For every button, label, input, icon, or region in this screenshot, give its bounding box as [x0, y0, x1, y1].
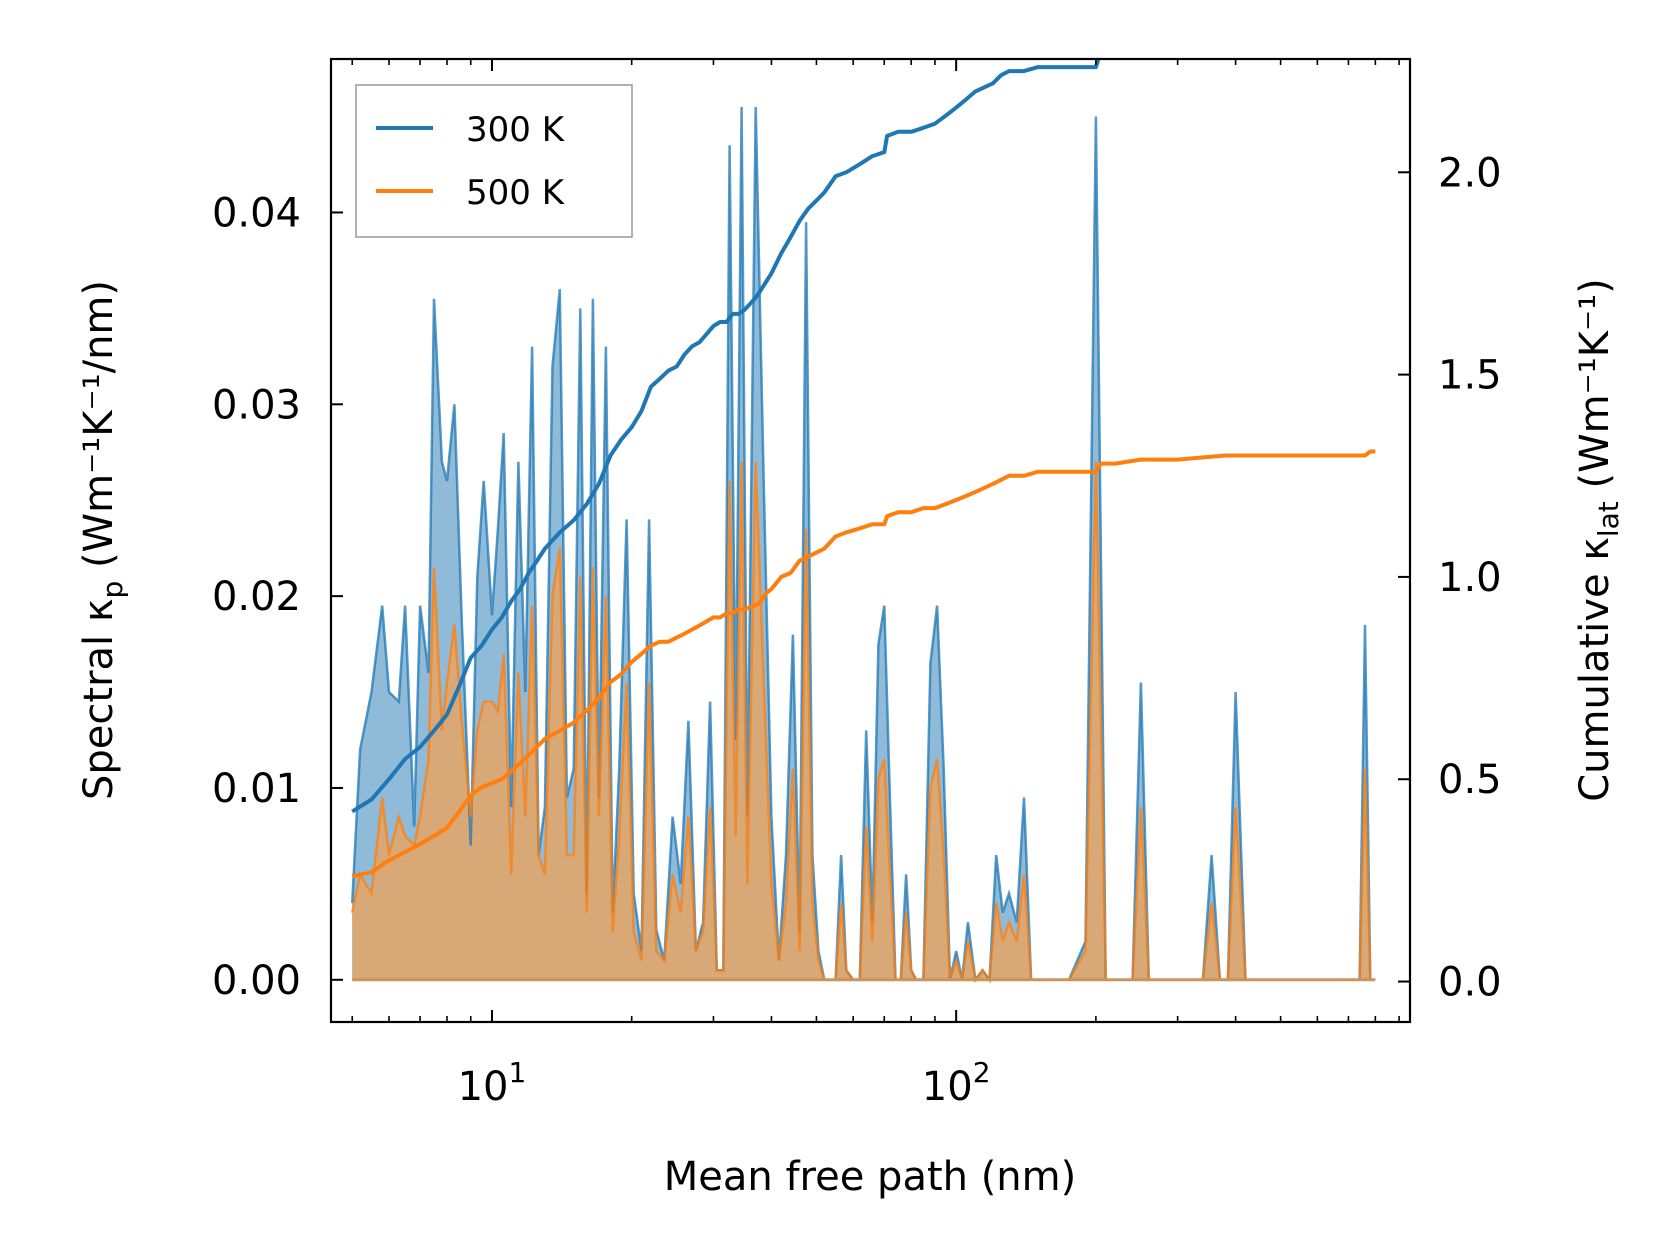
right-y-axis-title: Cumulative κlat (Wm⁻¹K⁻¹): [1572, 278, 1625, 802]
right-y-tick-label-3: 1.5: [1438, 353, 1502, 399]
left-y-axis-title-space: [76, 568, 122, 581]
right-y-axis-title-main: Cumulative κ: [1572, 537, 1618, 802]
legend-label-300k: 300 K: [466, 110, 566, 150]
left-y-axis-title-sub: p: [96, 581, 129, 599]
left-y-tick-label-4: 0.04: [212, 190, 301, 236]
legend: 300 K 500 K: [355, 84, 633, 238]
right-y-tick-label-2: 1.0: [1438, 555, 1502, 601]
right-y-axis-title-unit: (Wm⁻¹K⁻¹): [1572, 278, 1618, 488]
legend-label-500k: 500 K: [466, 173, 566, 213]
x-axis-title: Mean free path (nm): [664, 1154, 1076, 1200]
left-y-tick-label-1: 0.01: [212, 766, 301, 812]
right-y-axis-title-sub: lat: [1592, 501, 1625, 537]
spectral-area-500k: [352, 461, 1371, 980]
right-y-tick-label-4: 2.0: [1438, 150, 1502, 196]
cumulative-line-300k: [351, 59, 1101, 814]
left-y-tick-label-3: 0.03: [212, 382, 301, 428]
axis-ticks: [331, 59, 1410, 1022]
right-y-axis-title-space: [1572, 489, 1618, 502]
tick-labels: 101 102 0.00 0.01 0.02 0.03 0.04 0.0 0.5 1.0 1.5 2.…: [212, 150, 1502, 1110]
left-y-axis-title: Spectral κp (Wm⁻¹K⁻¹/nm): [76, 280, 129, 800]
left-y-tick-label-0: 0.00: [212, 958, 301, 1004]
left-y-axis-title-main: Spectral κ: [76, 599, 122, 800]
left-y-axis-title-unit: (Wm⁻¹K⁻¹/nm): [76, 280, 122, 568]
right-y-tick-label-0: 0.0: [1438, 960, 1502, 1006]
x-tick-label-1: 102: [922, 1056, 991, 1110]
spectral-fill-layer: [352, 107, 1371, 980]
plot-frame: [329, 57, 1412, 1024]
right-y-tick-label-1: 0.5: [1438, 757, 1502, 803]
line-layer: [350, 59, 1376, 984]
legend-box: [355, 84, 633, 238]
left-y-tick-label-2: 0.02: [212, 574, 301, 620]
cumulative-line-500k: [351, 449, 1376, 879]
x-tick-label-0: 101: [458, 1056, 527, 1110]
